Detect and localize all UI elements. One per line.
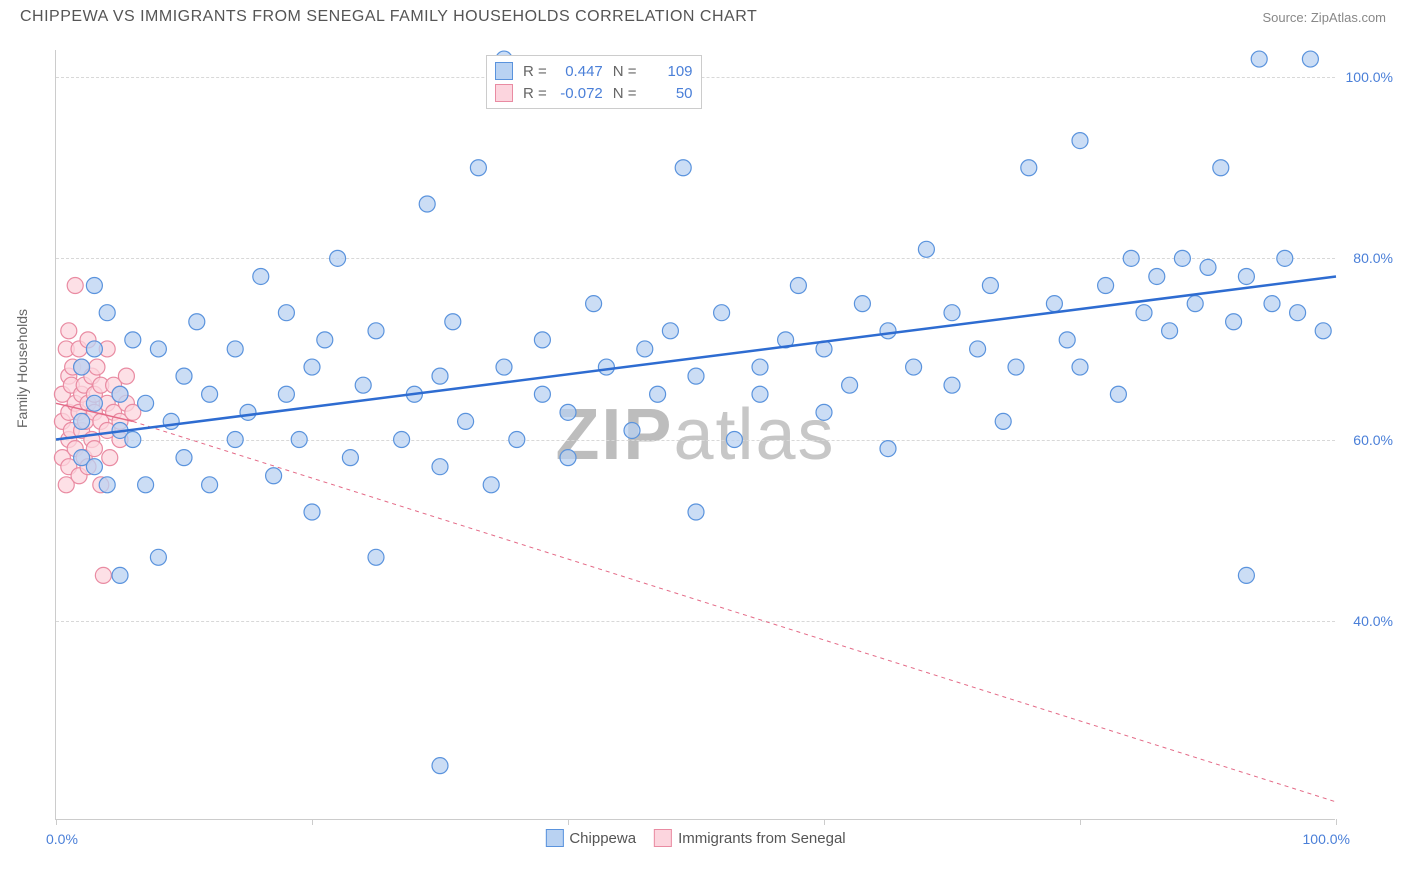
r-label-2: R =: [523, 85, 547, 102]
swatch-senegal: [495, 84, 513, 102]
legend-label-chippewa: Chippewa: [569, 830, 636, 847]
n-value-1: 109: [643, 63, 693, 80]
y-tick-label: 60.0%: [1353, 432, 1393, 448]
chart-title: CHIPPEWA VS IMMIGRANTS FROM SENEGAL FAMI…: [20, 8, 757, 26]
x-tick: [1080, 819, 1081, 825]
x-tick: [568, 819, 569, 825]
y-tick-label: 80.0%: [1353, 250, 1393, 266]
legend-item-senegal: Immigrants from Senegal: [654, 829, 846, 847]
x-tick: [312, 819, 313, 825]
y-tick-label: 100.0%: [1346, 69, 1393, 85]
legend-swatch-chippewa: [545, 829, 563, 847]
y-axis-title: Family Households: [14, 309, 30, 428]
legend-bottom: Chippewa Immigrants from Senegal: [545, 829, 845, 847]
legend-swatch-senegal: [654, 829, 672, 847]
y-tick-label: 40.0%: [1353, 613, 1393, 629]
stats-row-series1: R = 0.447 N = 109: [495, 60, 693, 82]
x-tick: [56, 819, 57, 825]
source-label: Source: ZipAtlas.com: [1262, 10, 1386, 25]
swatch-chippewa: [495, 62, 513, 80]
n-label-2: N =: [613, 85, 637, 102]
x-tick: [824, 819, 825, 825]
r-value-2: -0.072: [553, 85, 603, 102]
x-axis-min-label: 0.0%: [46, 831, 78, 847]
scatter-plot-svg: [56, 50, 1335, 819]
stats-row-series2: R = -0.072 N = 50: [495, 82, 693, 104]
r-value-1: 0.447: [553, 63, 603, 80]
chart-plot-area: ZIPatlas 40.0%60.0%80.0%100.0% R = 0.447…: [55, 50, 1335, 820]
n-label: N =: [613, 63, 637, 80]
n-value-2: 50: [643, 85, 693, 102]
stats-legend-box: R = 0.447 N = 109 R = -0.072 N = 50: [486, 55, 702, 109]
x-axis-max-label: 100.0%: [1303, 831, 1350, 847]
legend-label-senegal: Immigrants from Senegal: [678, 830, 846, 847]
r-label: R =: [523, 63, 547, 80]
legend-item-chippewa: Chippewa: [545, 829, 636, 847]
x-tick: [1336, 819, 1337, 825]
